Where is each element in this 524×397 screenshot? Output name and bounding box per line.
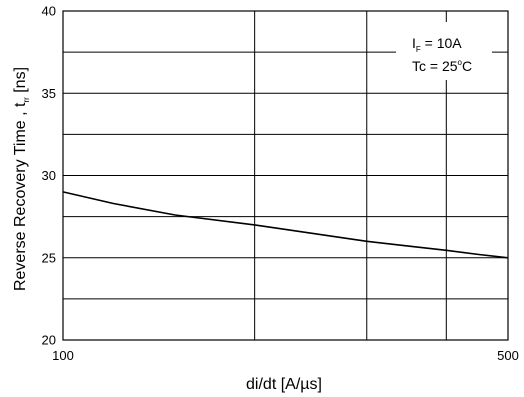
annotation-box (396, 22, 492, 80)
y-tick-label: 40 (42, 4, 56, 19)
y-tick-label: 30 (42, 168, 56, 183)
series-layer (62, 191, 509, 259)
x-tick-labels: 100 500 (52, 348, 519, 363)
plot-frame (62, 10, 509, 341)
x-axis-title: di/dt [A/µs] (246, 376, 322, 393)
series-line (62, 191, 509, 259)
x-tick-label: 500 (497, 348, 519, 363)
condition-annotation: IF = 10A Tc = 25oC (396, 22, 492, 80)
grid (63, 11, 508, 340)
y-tick-label: 35 (42, 86, 56, 101)
y-axis-title: Reverse Recovery Time , trr [ns] (12, 67, 31, 291)
y-tick-labels: 20 25 30 35 40 (42, 4, 56, 348)
annotation-current: IF = 10A (412, 35, 462, 54)
annotation-temperature: Tc = 25oC (412, 58, 472, 74)
y-tick-label: 20 (42, 333, 56, 348)
plot-border (62, 10, 509, 341)
x-tick-label: 100 (52, 348, 74, 363)
y-tick-label: 25 (42, 250, 56, 265)
